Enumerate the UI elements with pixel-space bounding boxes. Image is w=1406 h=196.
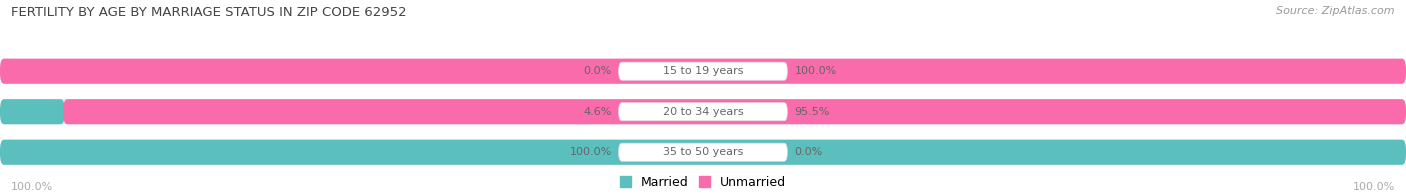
FancyBboxPatch shape <box>0 59 1406 84</box>
Text: 100.0%: 100.0% <box>1353 182 1395 192</box>
FancyBboxPatch shape <box>0 99 1406 124</box>
FancyBboxPatch shape <box>619 143 787 161</box>
Text: 20 to 34 years: 20 to 34 years <box>662 107 744 117</box>
Text: 95.5%: 95.5% <box>794 107 830 117</box>
Text: 15 to 19 years: 15 to 19 years <box>662 66 744 76</box>
FancyBboxPatch shape <box>0 140 1406 165</box>
Text: 35 to 50 years: 35 to 50 years <box>662 147 744 157</box>
Text: 0.0%: 0.0% <box>583 66 612 76</box>
FancyBboxPatch shape <box>0 59 1406 84</box>
Text: 100.0%: 100.0% <box>794 66 837 76</box>
Text: FERTILITY BY AGE BY MARRIAGE STATUS IN ZIP CODE 62952: FERTILITY BY AGE BY MARRIAGE STATUS IN Z… <box>11 6 406 19</box>
FancyBboxPatch shape <box>63 99 1406 124</box>
FancyBboxPatch shape <box>619 62 787 80</box>
FancyBboxPatch shape <box>619 103 787 121</box>
Text: Source: ZipAtlas.com: Source: ZipAtlas.com <box>1277 6 1395 16</box>
Text: 100.0%: 100.0% <box>569 147 612 157</box>
Legend: Married, Unmarried: Married, Unmarried <box>620 176 786 189</box>
Text: 4.6%: 4.6% <box>583 107 612 117</box>
Text: 100.0%: 100.0% <box>11 182 53 192</box>
Text: 0.0%: 0.0% <box>794 147 823 157</box>
FancyBboxPatch shape <box>0 140 1406 165</box>
FancyBboxPatch shape <box>0 99 65 124</box>
